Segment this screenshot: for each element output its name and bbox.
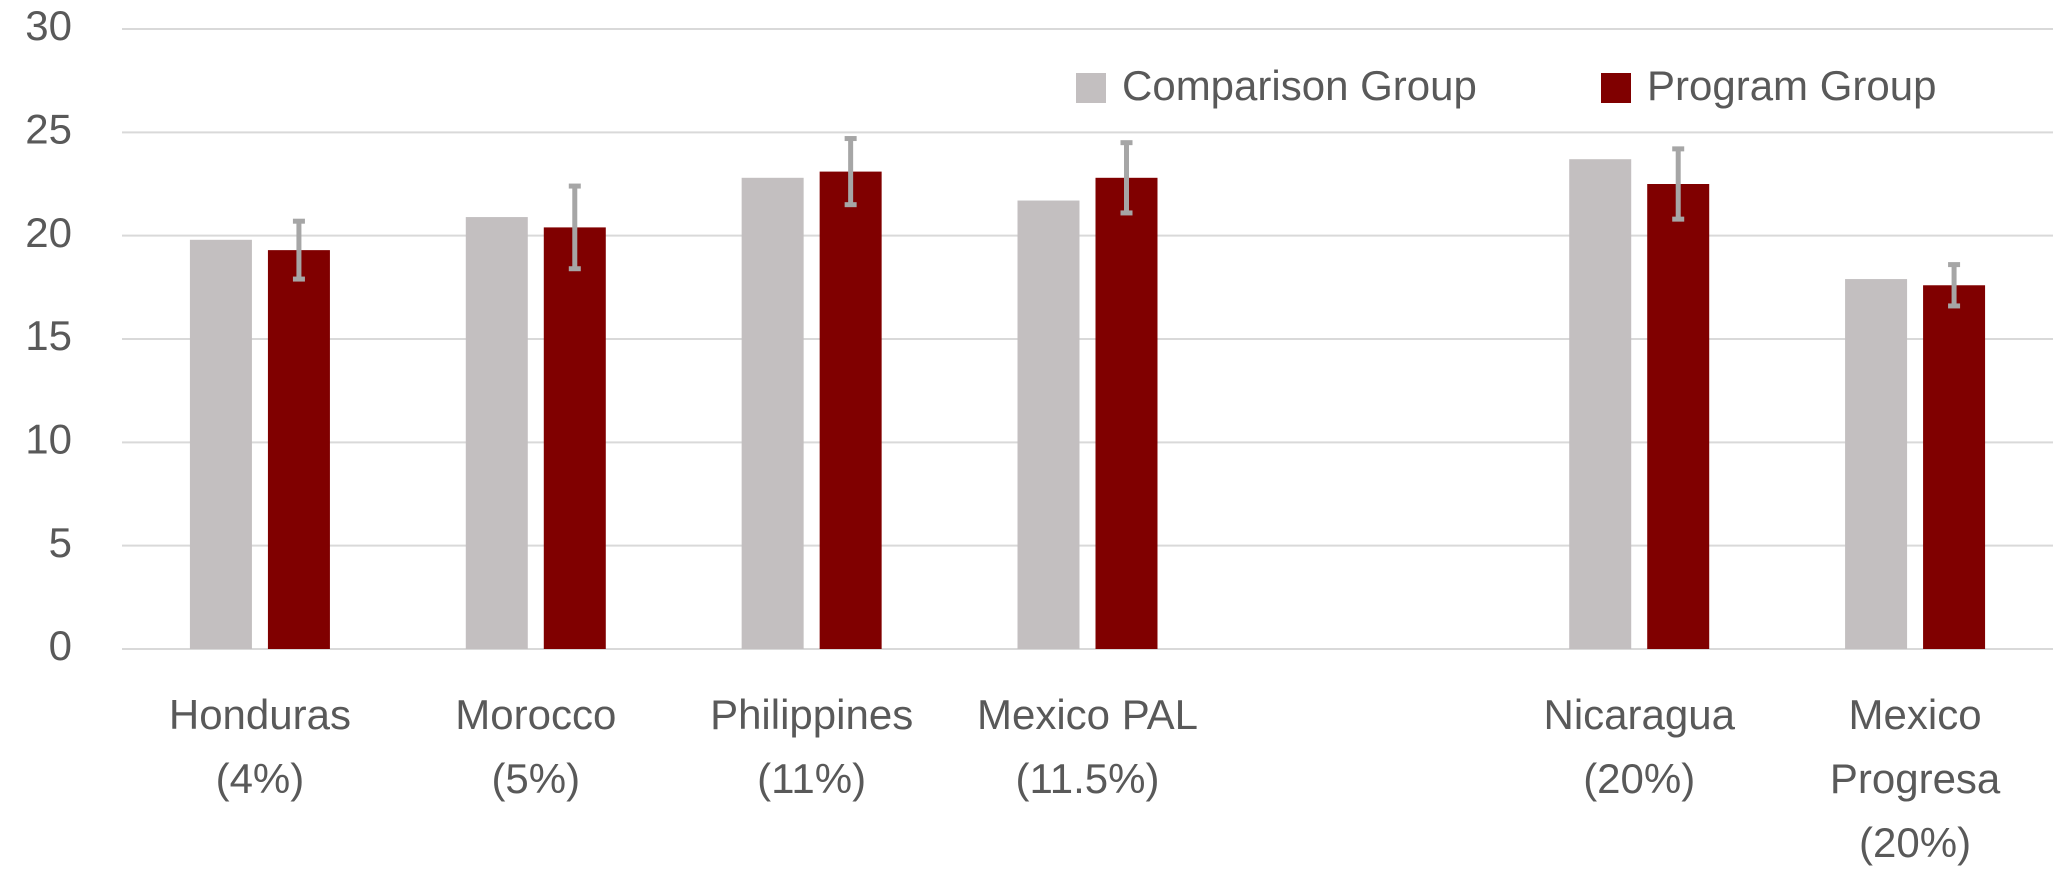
- x-tick-label: Philippines (11%): [710, 691, 913, 802]
- bar: [1923, 285, 1986, 649]
- x-tick-line: (11%): [757, 755, 866, 802]
- legend-swatch: [1076, 73, 1106, 103]
- x-tick-line: Mexico PAL: [977, 691, 1198, 738]
- x-tick-line: (20%): [1859, 819, 1971, 866]
- x-tick-line: (11.5%): [1016, 755, 1160, 802]
- y-tick-label: 20: [25, 209, 72, 256]
- bar: [741, 177, 804, 650]
- x-tick-label: Morocco (5%): [455, 691, 616, 802]
- bar: [1017, 200, 1080, 650]
- x-tick-line: (4%): [216, 755, 305, 802]
- x-tick-line: (5%): [491, 755, 580, 802]
- x-tick-line: Progresa: [1830, 755, 2001, 802]
- x-tick-line: Philippines: [710, 691, 913, 738]
- y-tick-label: 10: [25, 415, 72, 462]
- bar: [1845, 279, 1908, 649]
- y-tick-label: 5: [49, 519, 72, 566]
- x-tick-line: Honduras: [169, 691, 351, 738]
- error-bar: [568, 183, 581, 272]
- y-tick-label: 15: [25, 312, 72, 359]
- bar: [465, 217, 528, 650]
- bar: [1647, 184, 1710, 649]
- x-tick-label: Mexico PAL (11.5%): [977, 691, 1198, 802]
- error-bar: [1672, 146, 1685, 222]
- y-tick-label: 25: [25, 105, 72, 152]
- bar: [819, 171, 882, 649]
- x-tick-line: (20%): [1583, 755, 1695, 802]
- bar: [189, 239, 252, 650]
- x-tick-line: Morocco: [455, 691, 616, 738]
- bar: [1569, 159, 1632, 649]
- x-tick-label: Nicaragua (20%): [1543, 691, 1735, 802]
- x-tick-label: Honduras (4%): [169, 691, 351, 802]
- legend-label: Program Group: [1647, 62, 1936, 109]
- bar: [1095, 177, 1158, 650]
- x-tick-line: Mexico: [1849, 691, 1982, 738]
- y-tick-label: 0: [49, 622, 72, 669]
- legend-label: Comparison Group: [1122, 62, 1477, 109]
- error-bar: [844, 136, 857, 208]
- error-bar: [292, 218, 305, 282]
- y-tick-label: 30: [25, 2, 72, 49]
- error-bar: [1948, 262, 1961, 309]
- legend-swatch: [1601, 73, 1631, 103]
- bar: [267, 250, 330, 649]
- x-tick-line: Nicaragua: [1543, 691, 1735, 738]
- x-tick-label: Mexico Progresa (20%): [1830, 691, 2001, 866]
- bar: [543, 227, 606, 649]
- error-bar: [1120, 140, 1133, 216]
